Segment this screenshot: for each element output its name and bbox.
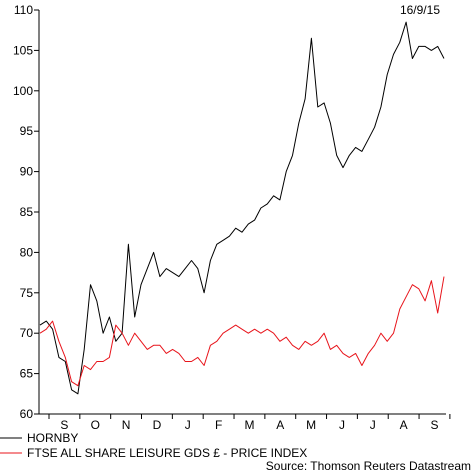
series-layer [39, 21, 445, 395]
x-tick-label: J [339, 418, 345, 432]
y-tick-label: 95 [20, 124, 34, 138]
y-tick-label: 100 [13, 84, 33, 98]
legend-label-ftse: FTSE ALL SHARE LEISURE GDS £ - PRICE IND… [27, 446, 307, 460]
x-tick-label: M [244, 418, 254, 432]
x-tick-label: A [276, 418, 284, 432]
x-tick-label: A [400, 418, 408, 432]
x-tick-label: N [122, 418, 131, 432]
legend: HORNBY FTSE ALL SHARE LEISURE GDS £ - PR… [0, 431, 307, 460]
x-tick-label: S [60, 418, 68, 432]
plot-frame [38, 10, 446, 415]
y-tick-label: 90 [20, 165, 34, 179]
y-tick-label: 80 [20, 245, 34, 259]
x-tick-label: D [153, 418, 162, 432]
y-tick-label: 75 [20, 286, 34, 300]
y-tick-label: 85 [20, 205, 34, 219]
series-line-hornby [39, 21, 445, 395]
y-tick-label: 105 [13, 43, 33, 57]
x-tick-label: S [430, 418, 438, 432]
x-tick-label: O [91, 418, 100, 432]
y-tick-label: 65 [20, 367, 34, 381]
y-ticks: 60 65 70 75 80 85 90 95 100 105 110 [13, 3, 39, 421]
report-date: 16/9/15 [400, 3, 440, 17]
x-tick-label: M [306, 418, 316, 432]
x-tick-label: J [185, 418, 191, 432]
y-tick-label: 110 [14, 3, 33, 17]
y-tick-label: 70 [20, 326, 34, 340]
x-tick-label: F [215, 418, 222, 432]
series-line-ftse [39, 276, 445, 387]
y-tick-label: 60 [20, 407, 34, 421]
source-note: Source: Thomson Reuters Datastream [266, 459, 471, 473]
x-tick-label: J [370, 418, 376, 432]
legend-label-hornby: HORNBY [27, 431, 78, 445]
